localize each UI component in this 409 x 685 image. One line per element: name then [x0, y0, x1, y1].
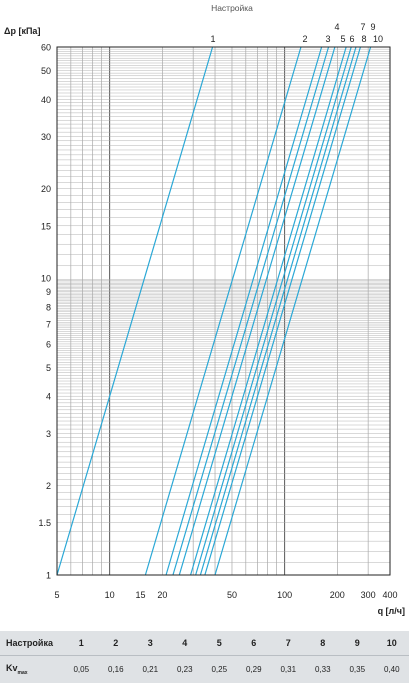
grid: [57, 47, 390, 575]
y-tick-label: 6: [46, 339, 51, 349]
series-line-4: [172, 46, 330, 576]
series-label-1: 1: [210, 34, 215, 44]
y-tick-label: 4: [46, 392, 51, 402]
series-line-5: [178, 46, 336, 576]
setting-cell: 6: [236, 631, 271, 656]
x-tick-label: 50: [227, 590, 237, 600]
series-label-7: 7: [360, 22, 365, 32]
axis-ticks: 5 10 15 20 50 100 200 300 400 1 1.5 2 3 4 5 6 7 8 9 10 15 20 3…: [38, 43, 397, 601]
setting-cell: 7: [271, 631, 306, 656]
kv-value-cell: 0,23: [176, 665, 193, 674]
setting-cell: 9: [340, 631, 375, 656]
series-label-10: 10: [373, 34, 383, 44]
series-label-8: 8: [361, 34, 366, 44]
y-axis-label: Δp [кПа]: [4, 26, 40, 36]
y-tick-label: 1: [46, 571, 51, 581]
x-tick-label: 5: [54, 590, 59, 600]
series-line-9: [204, 46, 362, 576]
series-label-2: 2: [302, 34, 307, 44]
series-label-5: 5: [340, 34, 345, 44]
kv-value-cell: 0,40: [383, 665, 400, 674]
x-tick-label: 300: [361, 590, 376, 600]
kv-table: Настройка 1 2 3 4 5 6 7 8 9 10 Kvmax 0,0…: [0, 631, 409, 683]
y-tick-label: 1.5: [38, 518, 51, 528]
setting-cell: 5: [202, 631, 237, 656]
series-label-6: 6: [349, 34, 354, 44]
series-line-3: [165, 46, 323, 576]
kv-row-label: Kvmax: [0, 656, 64, 684]
y-tick-label: 60: [41, 43, 51, 53]
kv-table-header-row: Настройка 1 2 3 4 5 6 7 8 9 10: [0, 631, 409, 656]
series-label-3: 3: [325, 34, 330, 44]
chart-title: Настройка: [211, 3, 253, 13]
kv-label-sub: max: [17, 669, 28, 676]
series-line-8: [199, 46, 357, 576]
y-tick-label: 20: [41, 184, 51, 194]
y-tick-label: 10: [41, 274, 51, 284]
kv-value-cell: 0,33: [314, 665, 331, 674]
x-tick-label: 15: [135, 590, 145, 600]
x-axis-label: q [л/ч]: [378, 606, 405, 616]
kv-value-cell: 0,05: [73, 665, 90, 674]
kv-table-values-row: Kvmax 0,05 0,16 0,21 0,23 0,25 0,29 0,31…: [0, 656, 409, 684]
y-tick-label: 2: [46, 481, 51, 491]
y-tick-label: 15: [41, 221, 51, 231]
pressure-flow-chart: Настройка Δp [кПа] q [л/ч] 5 10 15 20 50 100 2…: [4, 3, 405, 616]
setting-cell: 10: [374, 631, 409, 656]
series-line-6: [190, 46, 347, 576]
y-tick-label: 30: [41, 132, 51, 142]
kv-value-cell: 0,16: [107, 665, 124, 674]
y-tick-label: 3: [46, 429, 51, 439]
setting-cell: 1: [64, 631, 99, 656]
series-label-9: 9: [370, 22, 375, 32]
x-tick-label: 20: [157, 590, 167, 600]
kv-value-cell: 0,35: [349, 665, 366, 674]
kv-label-main: Kv: [6, 663, 18, 674]
kv-value-cell: 0,25: [211, 665, 228, 674]
series-label-4: 4: [334, 22, 339, 32]
x-tick-label: 400: [382, 590, 397, 600]
kv-value-cell: 0,21: [142, 665, 159, 674]
kv-value-cell: 0,31: [280, 665, 297, 674]
setting-cell: 2: [98, 631, 133, 656]
series-line-1: [56, 46, 214, 576]
setting-cell: 3: [133, 631, 168, 656]
x-tick-label: 200: [330, 590, 345, 600]
series-lines: 1 2 345 67 89 10: [56, 22, 383, 576]
series-line-7: [195, 46, 352, 576]
y-tick-label: 8: [46, 302, 51, 312]
y-tick-label: 40: [41, 95, 51, 105]
y-tick-label: 5: [46, 363, 51, 373]
x-tick-label: 100: [277, 590, 292, 600]
plot-frame: [56, 46, 391, 576]
y-tick-label: 50: [41, 66, 51, 76]
setting-cell: 4: [167, 631, 202, 656]
kv-value-cell: 0,29: [245, 665, 262, 674]
x-tick-label: 10: [105, 590, 115, 600]
series-line-2: [144, 46, 302, 576]
setting-header-label: Настройка: [0, 631, 64, 656]
y-tick-label: 7: [46, 320, 51, 330]
y-tick-label: 9: [46, 287, 51, 297]
setting-cell: 8: [305, 631, 340, 656]
series-line-10: [214, 46, 372, 576]
